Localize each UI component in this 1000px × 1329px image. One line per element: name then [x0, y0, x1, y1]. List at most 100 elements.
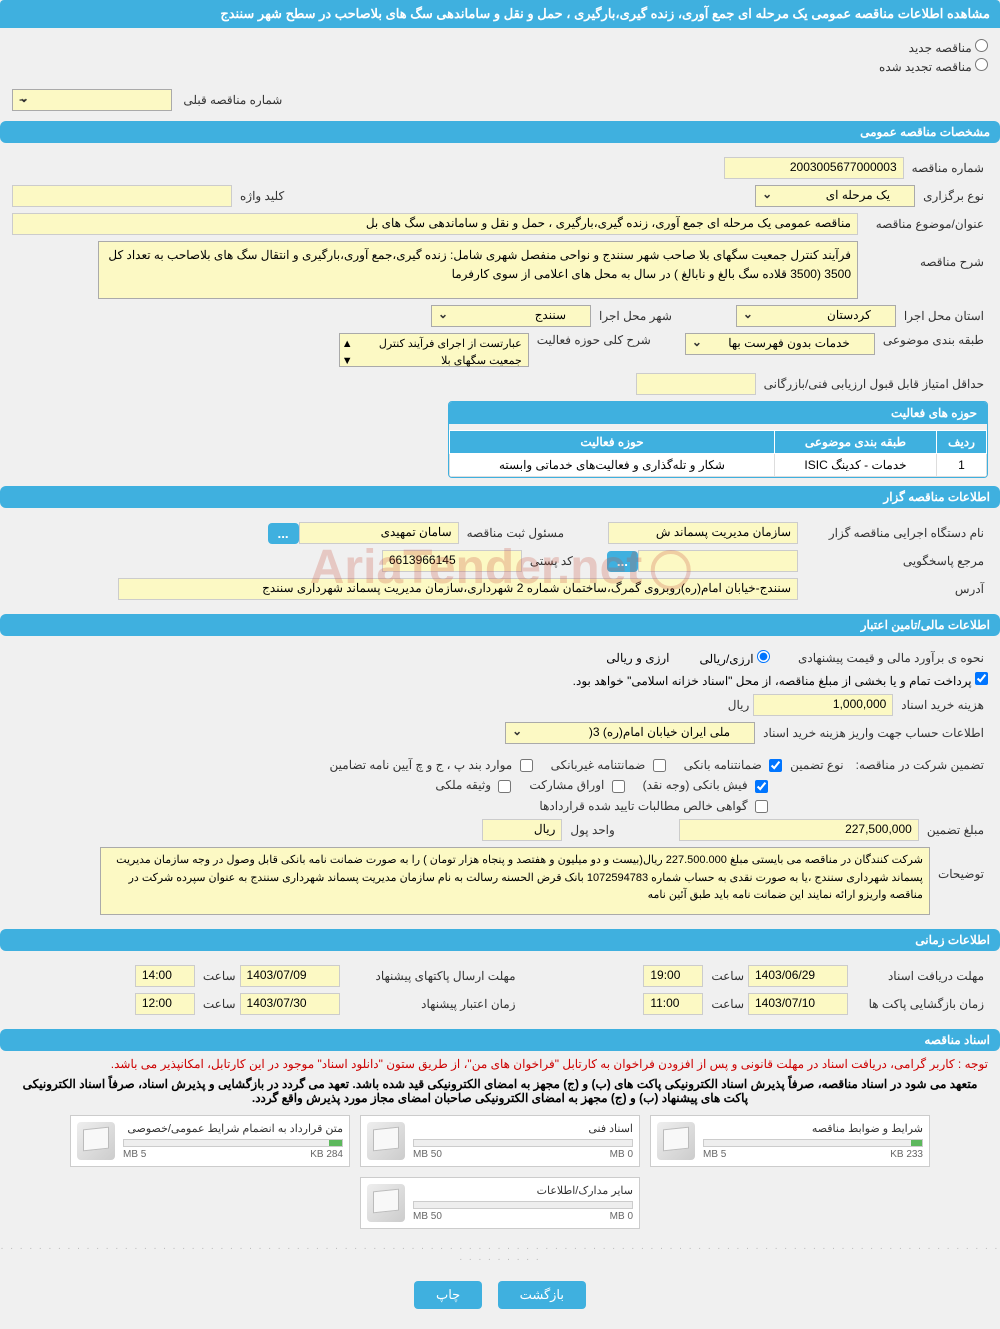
remarks-textarea[interactable]: شرکت کنندگان در مناقصه می بایستی مبلغ 22…	[100, 847, 930, 915]
chk-nonbank[interactable]: ضمانتنامه غیربانکی	[551, 758, 666, 772]
category-label: طبقه بندی موضوعی	[875, 333, 988, 347]
chk-mortgage[interactable]: وثیقه ملکی	[435, 778, 511, 792]
type-select[interactable]: یک مرحله ای	[755, 185, 915, 207]
city-select[interactable]: سنندج	[431, 305, 591, 327]
keyword-label: کلید واژه	[232, 189, 288, 203]
desc-textarea[interactable]: فرآیند کنترل جمعیت سگهای بلا صاحب شهر سن…	[98, 241, 858, 299]
section-tenderer: اطلاعات مناقصه گزار	[0, 486, 1000, 508]
doc-card[interactable]: شرایط و ضوابط مناقصه 233 KB 5 MB	[650, 1115, 930, 1167]
province-label: استان محل اجرا	[896, 309, 988, 323]
validity-date: 1403/07/30	[240, 993, 340, 1015]
guarantee-header: تضمین شرکت در مناقصه:	[848, 758, 988, 772]
notice-black: متعهد می شود در اسناد مناقصه، صرفاً پذیر…	[0, 1075, 1000, 1107]
option-new[interactable]: مناقصه جدید	[12, 39, 988, 55]
doc-title: اسناد فنی	[413, 1122, 633, 1135]
city-label: شهر محل اجرا	[591, 309, 676, 323]
receive-date: 1403/06/29	[748, 965, 848, 987]
tender-status-options: مناقصه جدید مناقصه تجدید شده	[0, 28, 1000, 85]
validity-time: 12:00	[135, 993, 195, 1015]
doc-card[interactable]: اسناد فنی 0 MB50 MB	[360, 1115, 640, 1167]
receive-label: مهلت دریافت اسناد	[848, 969, 988, 983]
page-title: مشاهده اطلاعات مناقصه عمومی یک مرحله ای …	[0, 0, 1000, 28]
open-label: زمان بازگشایی پاکت ها	[848, 997, 988, 1011]
keyword-input[interactable]	[12, 185, 232, 207]
category-select[interactable]: خدمات بدون فهرست بها	[685, 333, 875, 355]
doc-grid: شرایط و ضوابط مناقصه 233 KB 5 MB اسناد فن…	[0, 1107, 1000, 1237]
contact-more-button[interactable]: ...	[607, 551, 638, 572]
receive-time: 19:00	[643, 965, 703, 987]
th-scope: حوزه فعالیت	[450, 431, 775, 454]
doc-title: متن قرارداد به انضمام شرایط عمومی/خصوصی	[123, 1122, 343, 1135]
print-button[interactable]: چاپ	[414, 1281, 482, 1309]
address-value: سنندج-خیابان امام(ره)روبروی گمرگ،ساختمان…	[118, 578, 798, 600]
th-category: طبقه بندی موضوعی	[774, 431, 936, 454]
receive-time-label: ساعت	[703, 969, 748, 983]
province-select[interactable]: کردستان	[736, 305, 896, 327]
open-time: 11:00	[643, 993, 703, 1015]
doc-title: شرایط و ضوابط مناقصه	[703, 1122, 923, 1135]
th-row: ردیف	[937, 431, 987, 454]
unit-label: واحد پول	[562, 823, 618, 837]
address-label: آدرس	[798, 582, 988, 596]
separator-dots: . . . . . . . . . . . . . . . . . . . . …	[0, 1237, 1000, 1267]
chk-cash[interactable]: فیش بانکی (وجه نقد)	[643, 778, 768, 792]
postal-value: 6613966145	[382, 550, 522, 572]
title-value: مناقصه عمومی یک مرحله ای جمع آوری، زنده …	[12, 213, 858, 235]
doc-progress-bar	[123, 1139, 343, 1147]
doc-used: 0 MB	[610, 1211, 633, 1222]
section-financial: اطلاعات مالی/تامین اعتبار	[0, 614, 1000, 636]
prev-number-select[interactable]: --	[12, 89, 172, 111]
min-score-input[interactable]	[636, 373, 756, 395]
account-select[interactable]: ملی ایران خیابان امام(ره) 3(	[505, 722, 755, 744]
desc-label: شرح مناقصه	[858, 241, 988, 269]
doc-title: سایر مدارک/اطلاعات	[413, 1184, 633, 1197]
back-button[interactable]: بازگشت	[498, 1281, 586, 1309]
org-value: سازمان مدیریت پسماند ش	[608, 522, 798, 544]
chk-bank-guarantee[interactable]: ضمانتنامه بانکی	[684, 758, 783, 772]
scope-desc-box[interactable]: عبارتست از اجرای فرآیند کنترل جمعیت سگها…	[339, 333, 529, 367]
section-general: مشخصات مناقصه عمومی	[0, 121, 1000, 143]
notice-red: توجه : کاربر گرامی، دریافت اسناد در مهلت…	[0, 1053, 1000, 1075]
chk-net-receivable[interactable]: گواهی خالص مطالبات تایید شده قراردادها	[539, 799, 768, 813]
account-label: اطلاعات حساب جهت واریز هزینه خرید اسناد	[755, 726, 988, 740]
doc-card[interactable]: سایر مدارک/اطلاعات 0 MB 50 MB	[360, 1177, 640, 1229]
section-timing: اطلاعات زمانی	[0, 929, 1000, 951]
folder-icon	[77, 1122, 115, 1160]
folder-icon	[367, 1122, 405, 1160]
chk-bonds[interactable]: اوراق مشارکت	[529, 778, 624, 792]
amount-value: 227,500,000	[679, 819, 919, 841]
open-date: 1403/07/10	[748, 993, 848, 1015]
method-label: نحوه ی برآورد مالی و قیمت پیشنهادی	[790, 651, 988, 665]
type-label: نوع برگزاری	[915, 189, 988, 203]
prev-number-label: شماره مناقصه قبلی	[175, 93, 286, 107]
fx-radio[interactable]: ارزی/ریالی	[700, 650, 770, 666]
contact-label: مرجع پاسخگویی	[798, 554, 988, 568]
validity-label: زمان اعتبار پیشنهاد	[340, 997, 520, 1011]
postal-label: کد پستی	[522, 554, 577, 568]
number-value: 2003005677000003	[724, 157, 904, 179]
amount-label: مبلغ تضمین	[919, 823, 988, 837]
currency-label: ریال	[720, 698, 754, 712]
submit-date: 1403/07/09	[240, 965, 340, 987]
doc-progress-bar	[413, 1139, 633, 1147]
reg-more-button[interactable]: ...	[268, 523, 299, 544]
treasury-checkbox[interactable]: پرداخت تمام و یا بخشی از مبلغ مناقصه، از…	[573, 672, 988, 688]
doc-total: 50 MB	[413, 1211, 442, 1222]
folder-icon	[657, 1122, 695, 1160]
contact-value[interactable]	[638, 550, 798, 572]
org-label: نام دستگاه اجرایی مناقصه گزار	[798, 526, 988, 540]
doc-total: 50 MB	[413, 1149, 442, 1160]
reg-label: مسئول ثبت مناقصه	[459, 526, 568, 540]
reg-value: سامان تمهیدی	[299, 522, 459, 544]
doc-card[interactable]: متن قرارداد به انضمام شرایط عمومی/خصوصی …	[70, 1115, 350, 1167]
title-label: عنوان/موضوع مناقصه	[858, 217, 988, 231]
doc-cost-label: هزینه خرید اسناد	[893, 698, 988, 712]
min-score-label: حداقل امتیاز قابل قبول ارزیابی فنی/بازرگ…	[756, 377, 988, 391]
folder-icon	[367, 1184, 405, 1222]
table-row: 1 خدمات - کدینگ ISIC شکار و تله‌گذاری و …	[450, 454, 987, 477]
chk-clauses[interactable]: موارد بند پ ، ج و چ آیین نامه تضامین	[330, 758, 533, 772]
doc-total: 5 MB	[703, 1149, 726, 1160]
doc-used: 233 KB	[890, 1149, 923, 1160]
scope-desc-label: شرح کلی حوزه فعالیت	[529, 333, 655, 347]
option-renewed[interactable]: مناقصه تجدید شده	[12, 58, 988, 74]
